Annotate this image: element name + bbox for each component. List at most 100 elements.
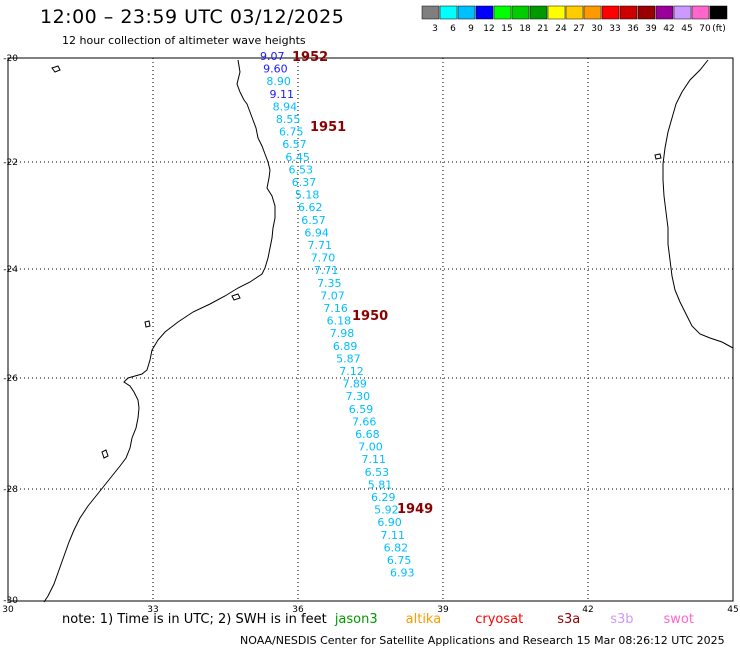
wave-height-value: 7.70	[311, 252, 336, 265]
x-tick-label: 33	[147, 605, 158, 615]
coastline	[43, 59, 734, 603]
wave-height-value: 5.92	[374, 504, 399, 517]
satellite-legend: jason3 altika cryosat s3a s3b swot	[331, 612, 694, 627]
map-subtitle: 12 hour collection of altimeter wave hei…	[62, 34, 306, 47]
legend-bin-label: 12	[483, 24, 494, 34]
legend-bin-label: 18	[519, 24, 531, 34]
wave-height-value: 5.87	[336, 352, 361, 365]
island-5	[654, 153, 662, 160]
island-3	[101, 449, 109, 459]
wave-height-value: 8.90	[266, 75, 291, 88]
wave-height-value: 7.71	[314, 264, 339, 277]
y-tick-label: -22	[3, 158, 18, 168]
wave-height-value: 9.11	[270, 88, 295, 101]
satellite-name: s3b	[610, 612, 634, 627]
legend-swatch	[511, 5, 530, 20]
wave-height-value: 6.57	[301, 214, 326, 227]
wave-height-value: 6.45	[285, 151, 310, 164]
wave-height-value: 7.00	[358, 441, 383, 454]
legend-unit: (ft)	[712, 24, 726, 34]
africa-coastline	[43, 59, 276, 603]
wave-height-value: 6.75	[387, 554, 412, 567]
satellite-name: s3a	[557, 612, 581, 627]
legend-bin-label: 9	[468, 24, 474, 34]
satellite-name: swot	[663, 612, 694, 627]
wave-height-value: 6.62	[298, 201, 323, 214]
legend-bin-label: 36	[627, 24, 639, 34]
wave-height-value: 7.16	[323, 302, 348, 315]
legend-bin-label: 24	[555, 24, 567, 34]
wave-height-value: 6.75	[279, 126, 304, 139]
wave-height-value: 6.94	[304, 226, 329, 239]
legend-swatch	[637, 5, 656, 20]
wave-height-value: 6.53	[365, 466, 390, 479]
legend-bin-label: 33	[609, 24, 620, 34]
footer-note-line: note: 1) Time is in UTC; 2) SWH is in fe…	[62, 612, 694, 627]
island-1	[51, 65, 61, 73]
wave-height-value: 7.12	[339, 365, 364, 378]
madagascar-coastline	[662, 59, 734, 349]
wave-height-value: 6.37	[292, 176, 317, 189]
y-tick-label: -26	[3, 374, 18, 384]
wave-height-value: 7.35	[317, 277, 342, 290]
wave-height-value: 6.53	[289, 163, 314, 176]
wave-height-value: 8.94	[273, 100, 298, 113]
wave-height-value: 7.07	[320, 289, 345, 302]
wave-height-value: 7.71	[308, 239, 333, 252]
y-tick-label: -24	[3, 265, 18, 275]
legend-swatch	[457, 5, 476, 20]
legend-swatch	[439, 5, 458, 20]
legend-swatch	[421, 5, 440, 20]
map-title: 12:00 – 23:59 UTC 03/12/2025	[40, 6, 345, 28]
wave-height-value: 6.93	[390, 567, 415, 580]
credit-line: NOAA/NESDIS Center for Satellite Applica…	[240, 634, 725, 647]
x-tick-label: 45	[727, 605, 738, 615]
wave-height-value: 6.82	[384, 541, 409, 554]
legend-bin-label: 15	[501, 24, 512, 34]
satellite-name: jason3	[334, 612, 378, 627]
legend-swatch	[547, 5, 566, 20]
legend-swatch	[691, 5, 710, 20]
track-id-label: 1951	[310, 120, 346, 135]
legend-swatch	[493, 5, 512, 20]
legend-swatch	[601, 5, 620, 20]
satellite-name: cryosat	[475, 612, 524, 627]
island-4	[144, 320, 151, 328]
wave-height-value: 7.89	[342, 378, 367, 391]
wave-height-value: 7.30	[346, 390, 371, 403]
wave-height-value: 5.18	[295, 189, 320, 202]
wave-height-value: 6.89	[333, 340, 358, 353]
legend-bin-label: 39	[645, 24, 657, 34]
legend-bin-label: 42	[663, 24, 674, 34]
legend-bin-label: 30	[591, 24, 603, 34]
legend-bin-label: 3	[432, 24, 438, 34]
wave-height-value: 7.98	[330, 327, 355, 340]
x-tick-label: 39	[437, 605, 449, 615]
wave-height-track: 9.079.608.909.118.948.556.756.576.456.53…	[260, 50, 415, 580]
wave-height-value: 9.07	[260, 50, 285, 63]
legend-swatch	[529, 5, 548, 20]
wave-height-value: 7.66	[352, 415, 377, 428]
legend-bin-label: 27	[573, 24, 584, 34]
legend-bin-label: 6	[450, 24, 456, 34]
legend-swatch	[655, 5, 674, 20]
track-id-labels: 1952 1951 1950 1949	[292, 50, 433, 517]
legend-bin-label: 70	[699, 24, 711, 34]
legend-swatch	[565, 5, 584, 20]
wave-height-value: 6.59	[349, 403, 374, 416]
satellite-name: altika	[405, 612, 442, 627]
track-id-label: 1952	[292, 50, 328, 65]
track-id-label: 1950	[352, 309, 388, 324]
map-frame	[7, 57, 734, 602]
wave-height-value: 7.11	[361, 453, 386, 466]
legend-swatch	[475, 5, 494, 20]
wave-height-value: 9.60	[263, 63, 288, 76]
color-legend: 3 6 9 12 15 18 21 24 27 30 33 36 39 42 45 70 (ft)	[421, 5, 728, 34]
wave-height-value: 7.11	[380, 529, 405, 542]
y-tick-label: -30	[3, 596, 18, 606]
x-tick-label: 36	[292, 605, 304, 615]
legend-swatch	[673, 5, 692, 20]
wave-height-value: 8.55	[276, 113, 301, 126]
y-tick-label: -20	[3, 54, 18, 64]
